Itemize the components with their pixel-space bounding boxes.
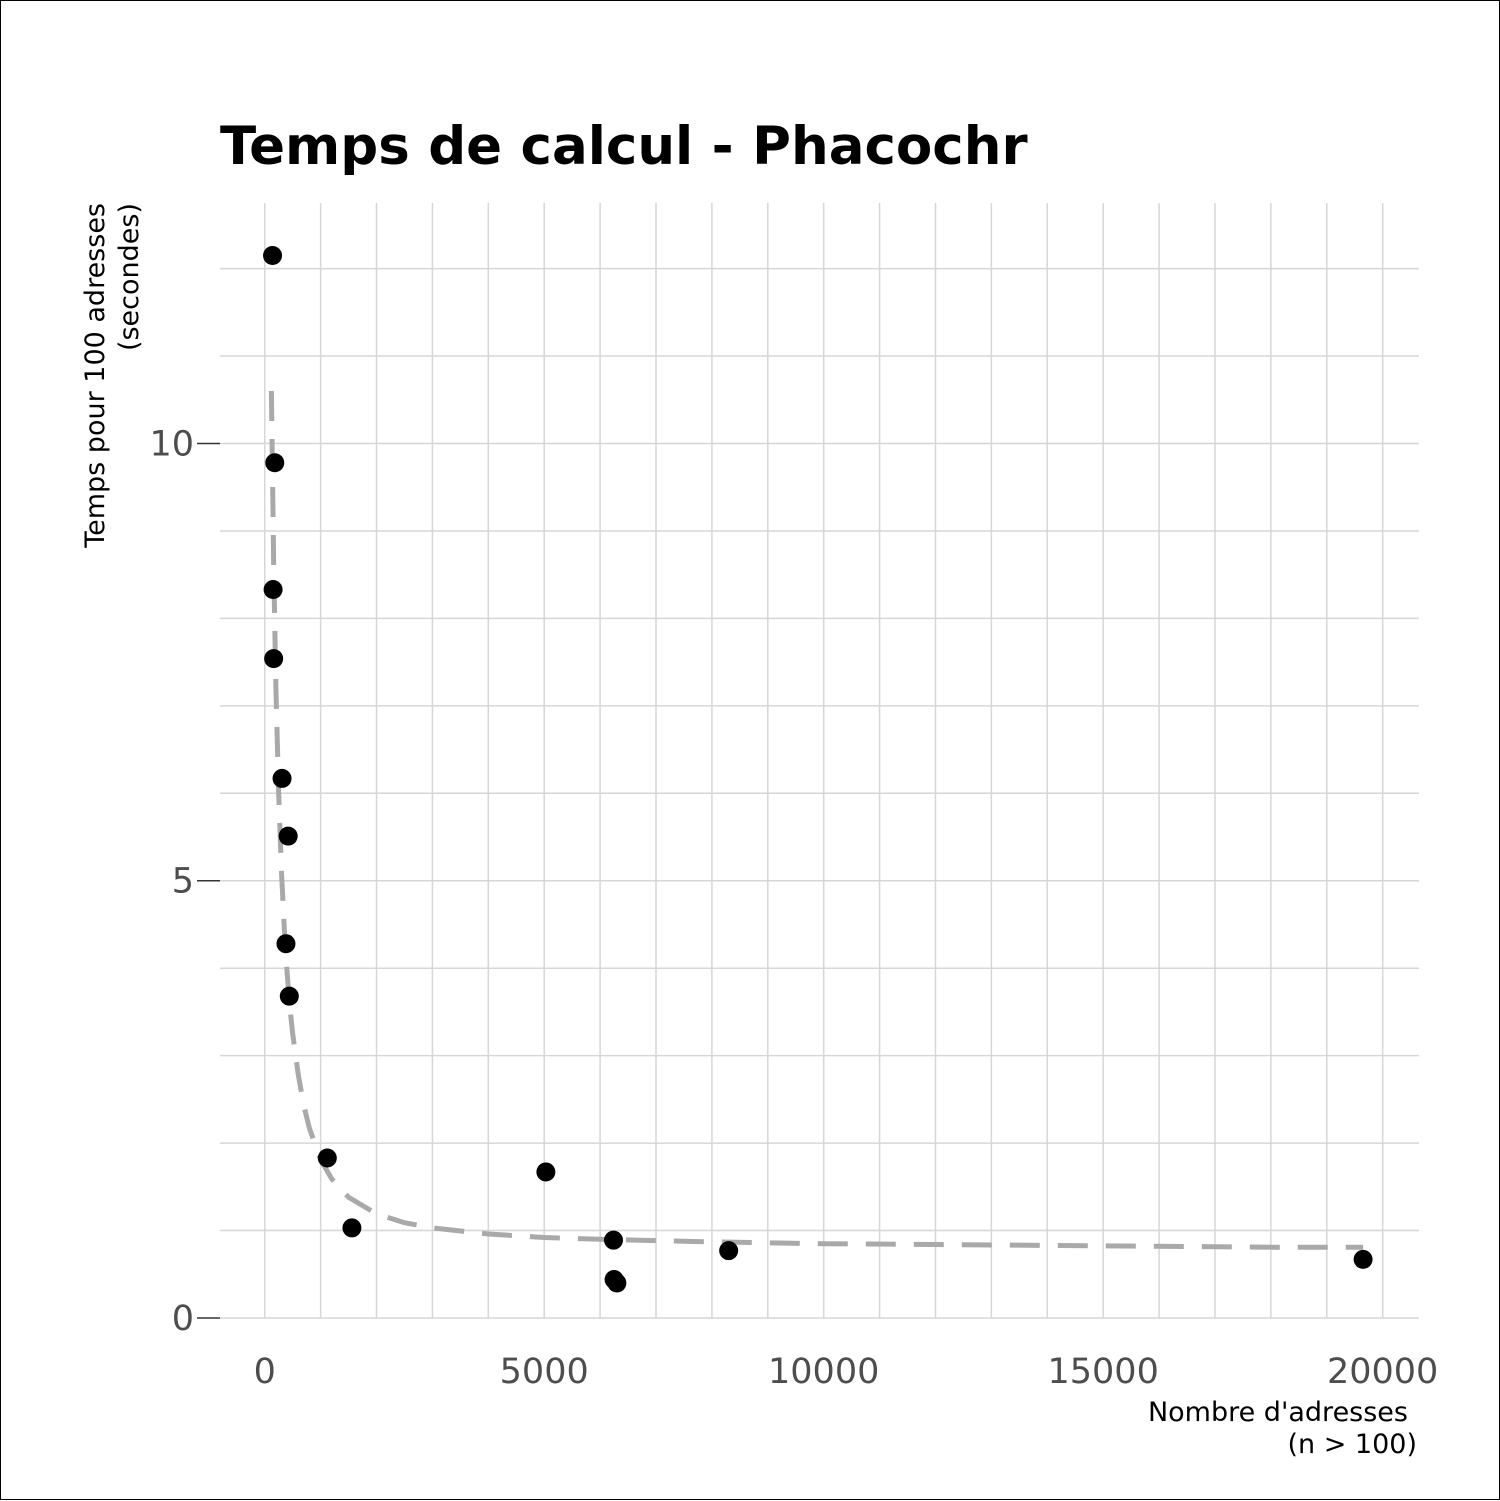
data-point bbox=[263, 245, 283, 265]
y-tick-label: 5 bbox=[172, 862, 194, 902]
data-point bbox=[604, 1230, 624, 1250]
x-tick-label: 20000 bbox=[1327, 1352, 1438, 1392]
y-tick-label: 10 bbox=[149, 424, 194, 464]
data-point bbox=[264, 649, 284, 669]
x-tick-label: 15000 bbox=[1048, 1352, 1159, 1392]
data-point bbox=[276, 934, 296, 954]
y-axis-title-line2: (secondes) bbox=[114, 203, 145, 351]
grid bbox=[220, 203, 1419, 1319]
x-axis-title-line1: Nombre d'adresses bbox=[1148, 1397, 1408, 1428]
data-point bbox=[279, 986, 299, 1006]
data-point bbox=[536, 1162, 556, 1182]
trend-line bbox=[268, 390, 1364, 1250]
data-point bbox=[719, 1241, 739, 1261]
data-point bbox=[265, 453, 285, 473]
axis-ticks: 0 5 10 0 5000 10000 15000 20000 bbox=[149, 424, 1438, 1392]
data-point bbox=[317, 1148, 337, 1168]
data-point bbox=[342, 1218, 362, 1238]
data-points bbox=[263, 245, 1373, 1293]
data-point bbox=[272, 768, 292, 788]
x-axis-title-line2: (n > 100) bbox=[1287, 1429, 1417, 1460]
y-tick-label: 0 bbox=[172, 1299, 194, 1339]
x-tick-label: 0 bbox=[254, 1352, 276, 1392]
data-point bbox=[278, 826, 298, 846]
x-tick-label: 5000 bbox=[500, 1352, 589, 1392]
data-point bbox=[263, 580, 283, 600]
data-point bbox=[607, 1273, 627, 1293]
y-axis-title-line1: Temps pour 100 adresses bbox=[80, 203, 111, 549]
chart-title: Temps de calcul - Phacochr bbox=[220, 116, 1028, 177]
x-tick-label: 10000 bbox=[768, 1352, 879, 1392]
data-point bbox=[1353, 1249, 1373, 1269]
